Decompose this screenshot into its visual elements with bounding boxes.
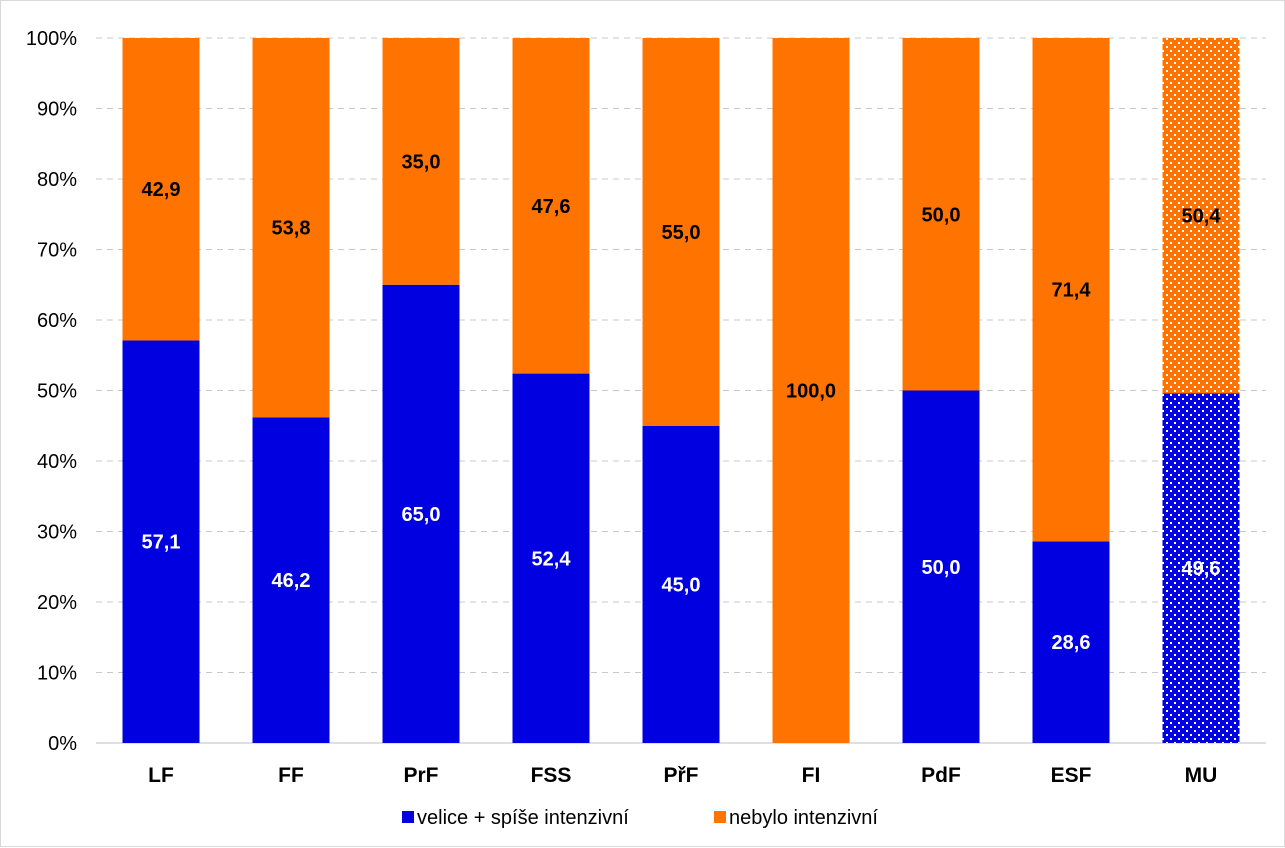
bar-segment-intensive <box>382 284 460 743</box>
y-tick-label: 30% <box>37 522 77 544</box>
data-label: 100,0 <box>786 381 836 403</box>
bar-segment-not-intensive <box>122 38 200 341</box>
y-tick-label: 20% <box>37 592 77 614</box>
legend: velice + spíše intenzivní nebylo intenziv… <box>402 807 878 829</box>
bar-segment-not-intensive <box>902 38 980 391</box>
data-label: 50,4 <box>1182 206 1222 228</box>
bar-segment-intensive <box>122 340 200 743</box>
legend-swatch <box>402 811 414 823</box>
y-tick-label: 100% <box>26 28 77 50</box>
bar-segment-intensive <box>1162 393 1240 743</box>
bar-segment-intensive <box>642 425 720 743</box>
bar-segment-intensive <box>252 417 330 743</box>
data-label: 55,0 <box>662 222 701 244</box>
x-tick-label: FF <box>278 764 304 787</box>
y-tick-label: 50% <box>37 381 77 403</box>
bar-segment-intensive <box>1032 541 1110 743</box>
x-axis: LF FF PrF FSS PřF FI PdF ESF MU <box>148 764 1217 787</box>
y-tick-label: 70% <box>37 240 77 262</box>
data-label: 35,0 <box>402 151 441 173</box>
data-label: 49,6 <box>1182 558 1221 580</box>
data-label: 50,0 <box>922 557 961 579</box>
data-label: 65,0 <box>402 504 441 526</box>
data-label: 47,6 <box>532 196 571 218</box>
bar-segment-not-intensive <box>642 38 720 426</box>
data-label: 28,6 <box>1052 632 1091 654</box>
y-tick-label: 10% <box>37 663 77 685</box>
data-label: 52,4 <box>532 548 572 570</box>
y-tick-label: 0% <box>48 733 77 755</box>
legend-label: nebylo intenzivní <box>729 807 878 829</box>
legend-label: velice + spíše intenzivní <box>417 807 629 829</box>
bar-segment-not-intensive <box>1162 38 1240 394</box>
x-tick-label: PrF <box>403 764 438 787</box>
bar-segment-intensive <box>512 373 590 743</box>
y-axis: 0% 10% 20% 30% 40% 50% 60% 70% 80% 90% 100% <box>26 28 77 755</box>
x-tick-label: LF <box>148 764 174 787</box>
data-label: 50,0 <box>922 204 961 226</box>
bar-segment-intensive <box>902 390 980 743</box>
data-label: 53,8 <box>272 218 311 240</box>
data-label: 45,0 <box>662 574 701 596</box>
legend-swatch <box>714 811 726 823</box>
x-tick-label: PřF <box>663 764 698 787</box>
bar-segment-not-intensive <box>252 38 330 418</box>
y-tick-label: 90% <box>37 99 77 121</box>
x-tick-label: MU <box>1185 764 1218 787</box>
x-tick-label: FI <box>802 764 821 787</box>
data-label: 71,4 <box>1052 280 1092 302</box>
bars <box>122 38 1240 743</box>
bar-segment-not-intensive <box>512 38 590 374</box>
data-label: 57,1 <box>142 532 181 554</box>
data-label: 46,2 <box>272 570 311 592</box>
bar-segment-not-intensive <box>382 38 460 285</box>
data-label: 42,9 <box>142 179 181 201</box>
x-tick-label: PdF <box>921 764 961 787</box>
x-tick-label: FSS <box>531 764 572 787</box>
data-labels: 57,1 42,9 46,2 53,8 65,0 35,0 52,4 47,6 45,0 55,0… <box>142 151 1222 654</box>
y-tick-label: 80% <box>37 169 77 191</box>
bar-segment-not-intensive <box>772 38 850 743</box>
y-tick-label: 40% <box>37 451 77 473</box>
x-tick-label: ESF <box>1051 764 1092 787</box>
y-tick-label: 60% <box>37 310 77 332</box>
bar-segment-not-intensive <box>1032 38 1110 542</box>
